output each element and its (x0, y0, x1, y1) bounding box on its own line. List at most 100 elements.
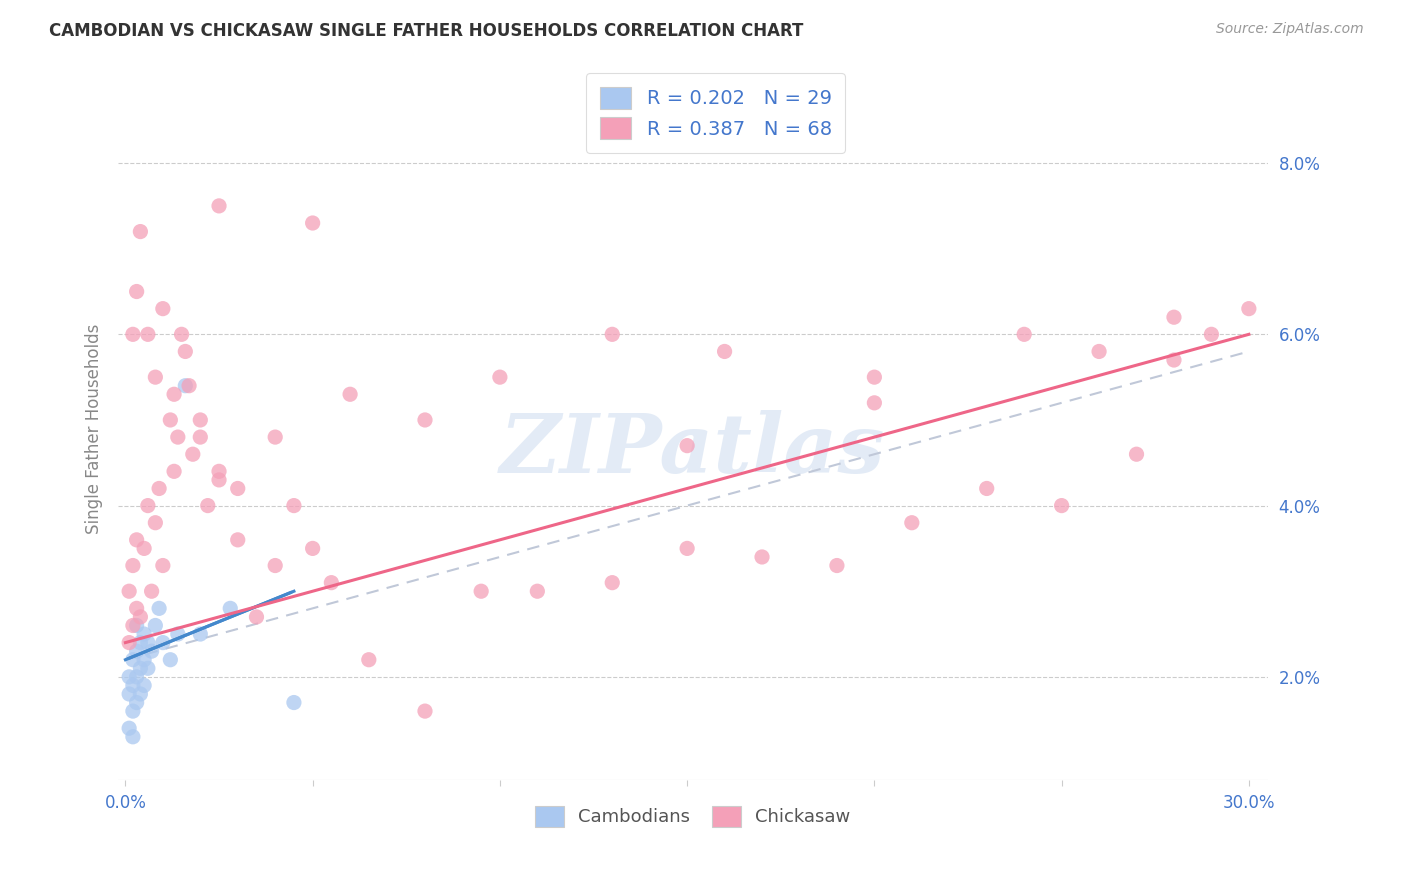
Point (1012, 327, 1035, 342)
Point (143, 370, 166, 384)
Point (122, 327, 145, 342)
Point (976, 482, 998, 496)
Point (357, 653, 380, 667)
Text: ZIPatlas: ZIPatlas (501, 409, 886, 490)
Point (901, 516, 924, 530)
Point (134, 653, 156, 667)
Point (283, 696, 305, 710)
Point (301, 216, 323, 230)
Point (863, 396, 886, 410)
Point (143, 618, 166, 632)
Point (122, 558, 145, 573)
Point (676, 439, 699, 453)
Point (122, 730, 145, 744)
Point (129, 225, 152, 239)
Point (122, 618, 145, 632)
Point (136, 635, 159, 649)
Point (122, 678, 145, 692)
Point (301, 541, 323, 556)
Point (125, 644, 148, 658)
Point (163, 387, 186, 401)
Point (600, 575, 623, 590)
Point (1237, 301, 1260, 316)
Point (129, 687, 152, 701)
Text: CAMBODIAN VS CHICKASAW SINGLE FATHER HOUSEHOLDS CORRELATION CHART: CAMBODIAN VS CHICKASAW SINGLE FATHER HOU… (49, 22, 804, 40)
Point (526, 584, 548, 599)
Point (470, 584, 492, 599)
Point (166, 627, 188, 641)
Point (125, 601, 148, 615)
Point (413, 704, 436, 718)
Point (181, 447, 204, 461)
Y-axis label: Single Father Households: Single Father Households (86, 323, 103, 533)
Point (136, 499, 159, 513)
Point (170, 327, 193, 342)
Point (245, 610, 267, 624)
Legend: Cambodians, Chickasaw: Cambodians, Chickasaw (527, 798, 858, 834)
Point (321, 575, 343, 590)
Point (188, 413, 211, 427)
Point (188, 430, 211, 444)
Point (1088, 344, 1111, 359)
Point (125, 285, 148, 299)
Point (208, 473, 231, 487)
Point (152, 558, 174, 573)
Point (825, 558, 848, 573)
Point (339, 387, 361, 401)
Point (863, 370, 886, 384)
Point (125, 670, 148, 684)
Point (159, 653, 181, 667)
Point (152, 635, 174, 649)
Point (1050, 499, 1073, 513)
Point (159, 413, 181, 427)
Point (118, 670, 141, 684)
Point (152, 301, 174, 316)
Point (166, 430, 188, 444)
Point (489, 370, 512, 384)
Point (129, 635, 152, 649)
Point (1201, 327, 1223, 342)
Point (174, 344, 197, 359)
Point (125, 618, 148, 632)
Point (118, 687, 141, 701)
Point (134, 627, 156, 641)
Point (118, 635, 141, 649)
Point (751, 549, 773, 564)
Point (413, 413, 436, 427)
Point (676, 541, 699, 556)
Point (129, 610, 152, 624)
Point (163, 464, 186, 478)
Point (208, 199, 231, 213)
Point (177, 378, 200, 392)
Point (1163, 353, 1185, 368)
Point (264, 430, 287, 444)
Point (129, 661, 152, 675)
Point (208, 464, 231, 478)
Point (118, 721, 141, 735)
Point (713, 344, 735, 359)
Point (1125, 447, 1147, 461)
Point (122, 653, 145, 667)
Point (143, 516, 166, 530)
Point (148, 482, 170, 496)
Point (122, 704, 145, 718)
Point (134, 678, 156, 692)
Point (125, 696, 148, 710)
Point (148, 601, 170, 615)
Point (141, 644, 163, 658)
Point (1163, 310, 1185, 325)
Point (136, 661, 159, 675)
Point (219, 601, 242, 615)
Point (136, 327, 159, 342)
Point (141, 584, 163, 599)
Point (226, 533, 249, 547)
Point (188, 627, 211, 641)
Text: Source: ZipAtlas.com: Source: ZipAtlas.com (1216, 22, 1364, 37)
Point (125, 533, 148, 547)
Point (600, 327, 623, 342)
Point (197, 499, 219, 513)
Point (264, 558, 287, 573)
Point (226, 482, 249, 496)
Point (134, 541, 156, 556)
Point (118, 584, 141, 599)
